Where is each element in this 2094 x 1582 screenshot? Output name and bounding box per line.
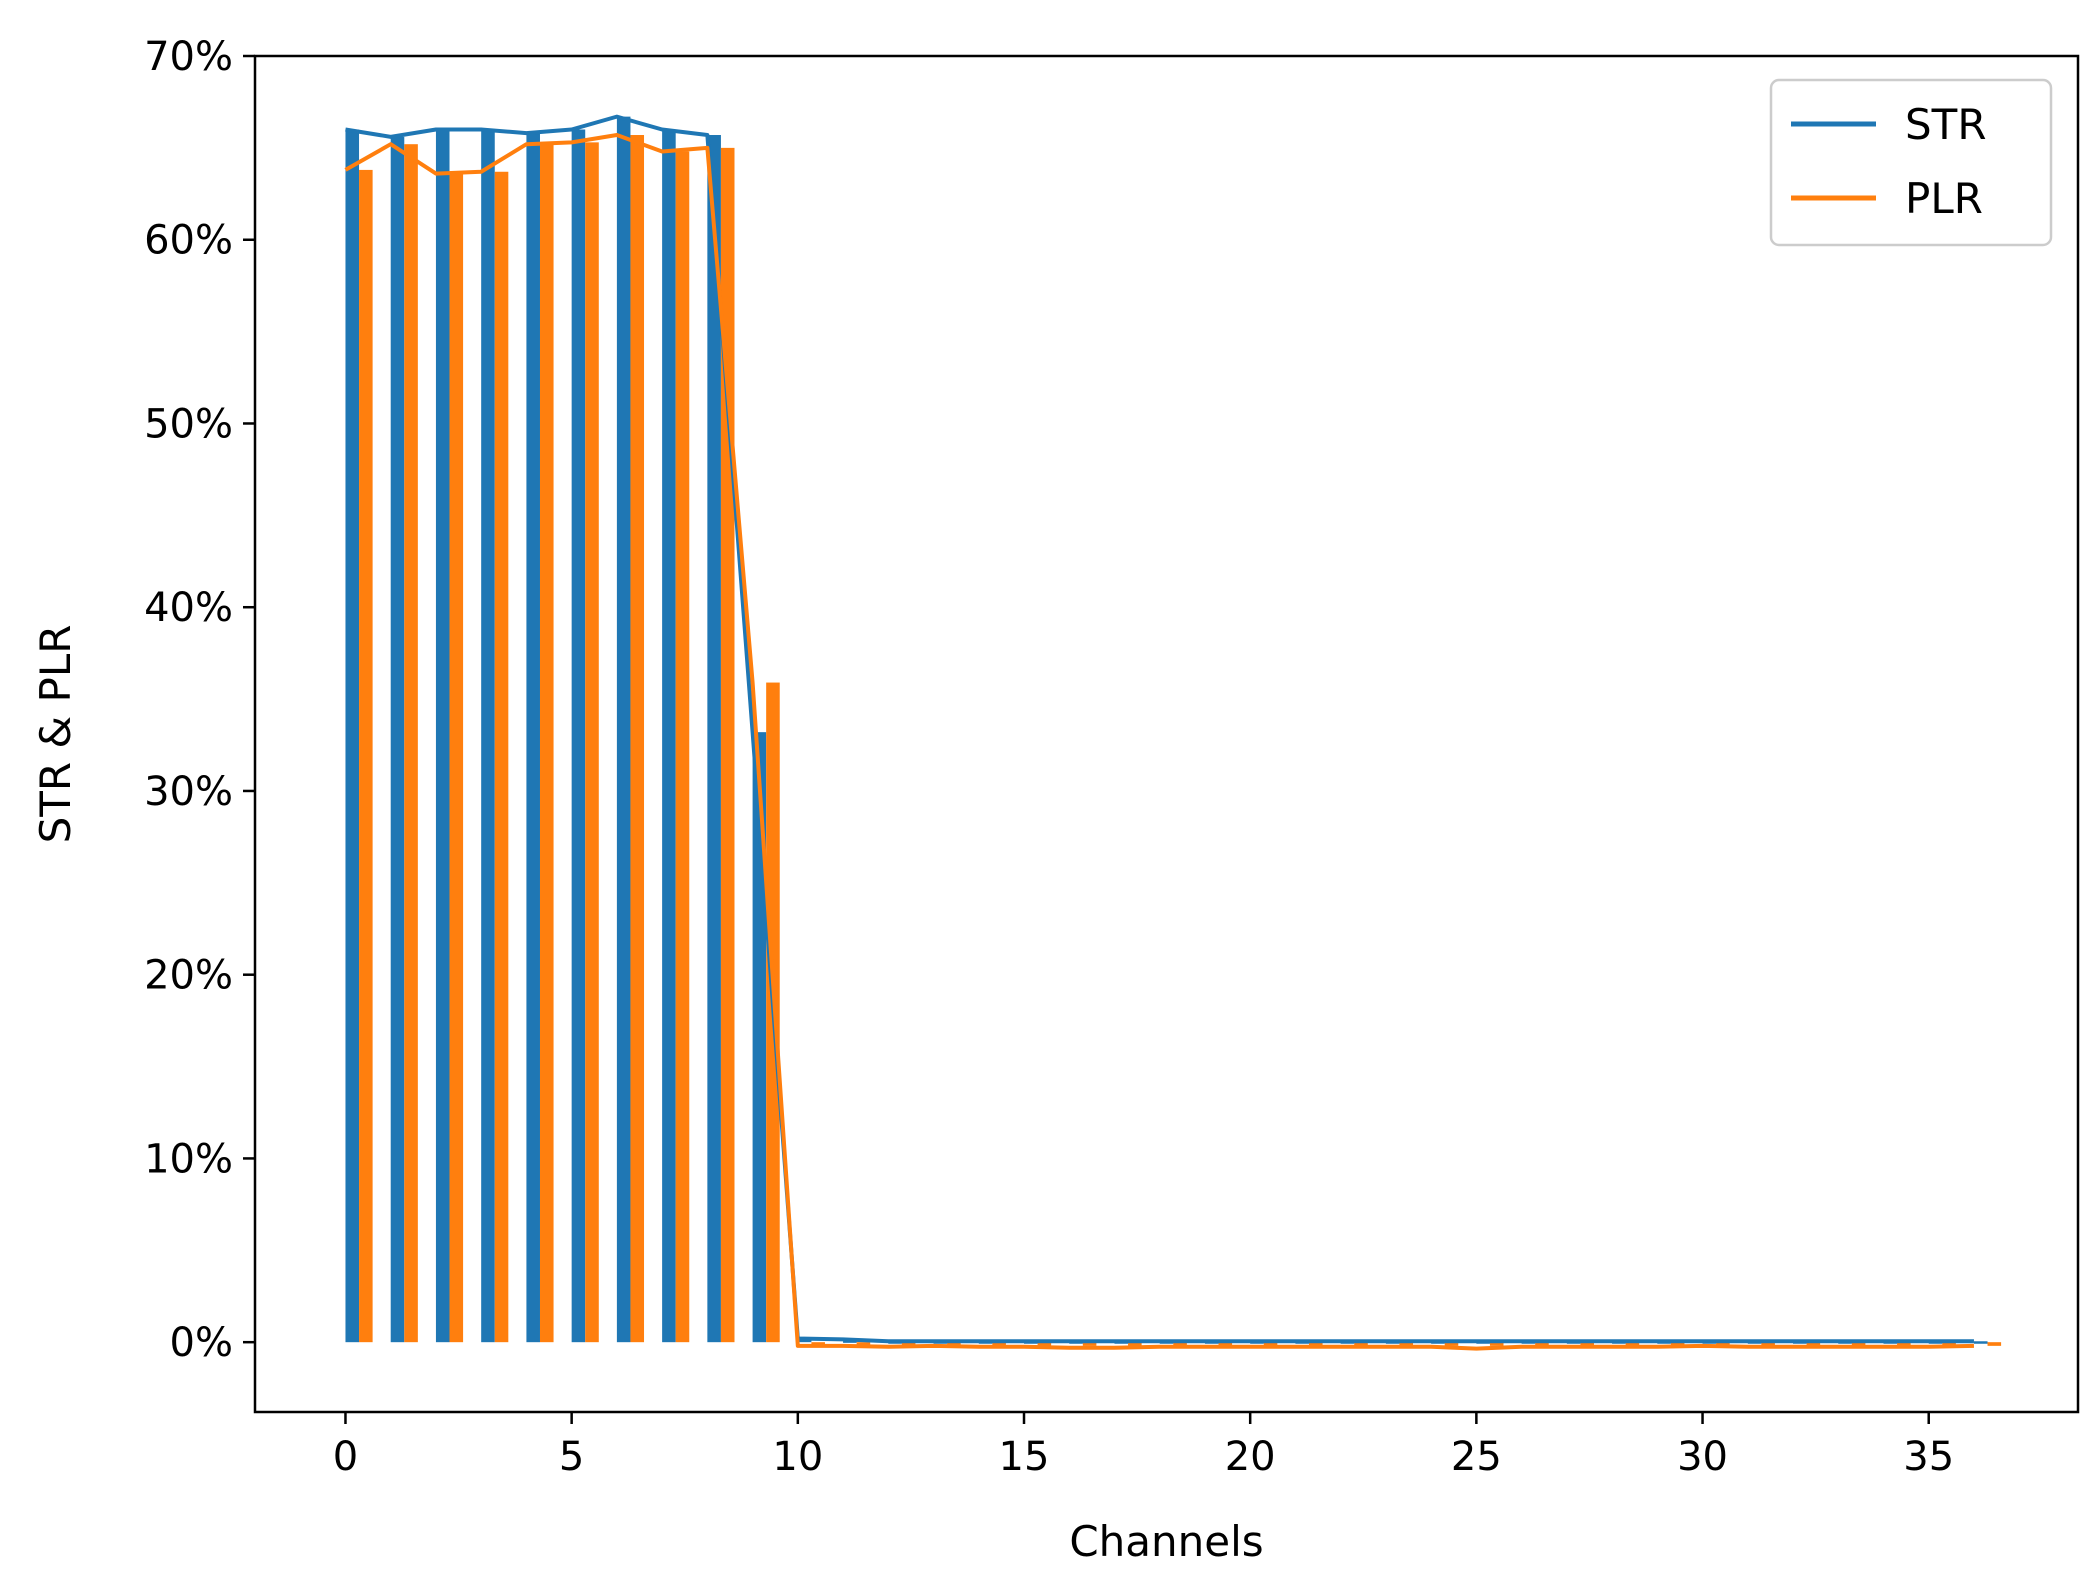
- str-bar: [707, 135, 721, 1343]
- plr-bar: [1670, 1342, 1685, 1346]
- plr-bar: [947, 1342, 961, 1346]
- x-tick-label: 35: [1903, 1434, 1954, 1480]
- str-bar: [797, 1339, 812, 1343]
- plr-bar: [1444, 1342, 1459, 1346]
- plr-bar: [901, 1342, 916, 1346]
- x-tick-label: 30: [1677, 1434, 1728, 1480]
- plr-legend-label: PLR: [1905, 174, 1983, 223]
- x-tick-label: 20: [1225, 1434, 1276, 1480]
- x-tick-label: 10: [772, 1434, 823, 1480]
- str-bar: [435, 129, 450, 1343]
- str-bar: [1973, 1341, 1988, 1344]
- plr-bar: [1218, 1342, 1233, 1346]
- plr-bar: [630, 135, 645, 1343]
- y-tick-label: 40%: [144, 585, 233, 631]
- lines-layer: [344, 114, 1974, 1351]
- plr-bar: [1082, 1342, 1097, 1346]
- y-tick-label: 0%: [170, 1320, 233, 1366]
- plr-bar: [1263, 1342, 1278, 1346]
- plr-bar: [539, 144, 554, 1343]
- plr-bar: [1806, 1342, 1821, 1346]
- plr-bar: [1625, 1342, 1640, 1346]
- x-tick-label: 0: [333, 1434, 358, 1480]
- plr-bar: [1173, 1342, 1187, 1346]
- str-bar: [526, 133, 540, 1343]
- plr-bar: [1037, 1342, 1052, 1346]
- plr-bar: [1716, 1342, 1730, 1346]
- plr-bar: [992, 1342, 1006, 1346]
- plr-bar: [1354, 1342, 1368, 1346]
- plr-bar: [585, 142, 599, 1343]
- plr-bar: [1308, 1342, 1323, 1346]
- y-tick-label: 20%: [144, 953, 233, 999]
- str-bar: [571, 129, 586, 1343]
- plr-bar: [1580, 1342, 1594, 1346]
- plr-bar: [1987, 1342, 2002, 1346]
- plr-bar: [359, 169, 373, 1343]
- plr-bar: [1535, 1342, 1549, 1346]
- y-tick-label: 30%: [144, 769, 233, 815]
- str-line: [345, 114, 1974, 1344]
- y-axis-title: STR & PLR: [31, 625, 80, 844]
- x-tick-label: 5: [559, 1434, 584, 1480]
- plr-bar: [856, 1342, 871, 1346]
- plr-bar: [1851, 1342, 1866, 1346]
- plr-bar: [1897, 1342, 1911, 1346]
- str-legend-label: STR: [1905, 100, 1987, 149]
- bars-layer: [345, 116, 2002, 1346]
- plr-bar: [404, 144, 418, 1343]
- plr-bar: [1489, 1342, 1504, 1346]
- str-bar: [345, 129, 360, 1343]
- str-bar: [481, 129, 495, 1343]
- plr-bar: [449, 173, 464, 1343]
- plr-bar: [675, 151, 690, 1343]
- x-axis: 0 5 10 15 20 25 30 35: [333, 1412, 1954, 1480]
- plr-bar: [1399, 1342, 1414, 1346]
- y-tick-label: 10%: [144, 1136, 233, 1182]
- legend-box: [1769, 78, 2053, 247]
- plr-bar: [1128, 1342, 1142, 1346]
- y-tick-label: 60%: [144, 218, 233, 264]
- plot-frame: [253, 54, 2080, 1414]
- y-tick-label: 70%: [144, 34, 233, 80]
- legend: STR PLR: [1769, 78, 2053, 247]
- plr-line: [344, 133, 1974, 1351]
- x-tick-label: 15: [999, 1434, 1050, 1480]
- y-tick-label: 50%: [144, 401, 233, 447]
- x-axis-title: Channels: [1069, 1517, 1263, 1566]
- plr-bar: [1942, 1342, 1956, 1346]
- plr-bar: [494, 171, 509, 1343]
- plr-bar: [1761, 1342, 1775, 1346]
- str-bar: [662, 129, 676, 1343]
- x-tick-label: 25: [1451, 1434, 1502, 1480]
- str-bar: [616, 116, 631, 1343]
- str-bar: [390, 136, 405, 1343]
- y-axis: 0% 10% 20% 30% 40% 50% 60% 70%: [144, 34, 255, 1366]
